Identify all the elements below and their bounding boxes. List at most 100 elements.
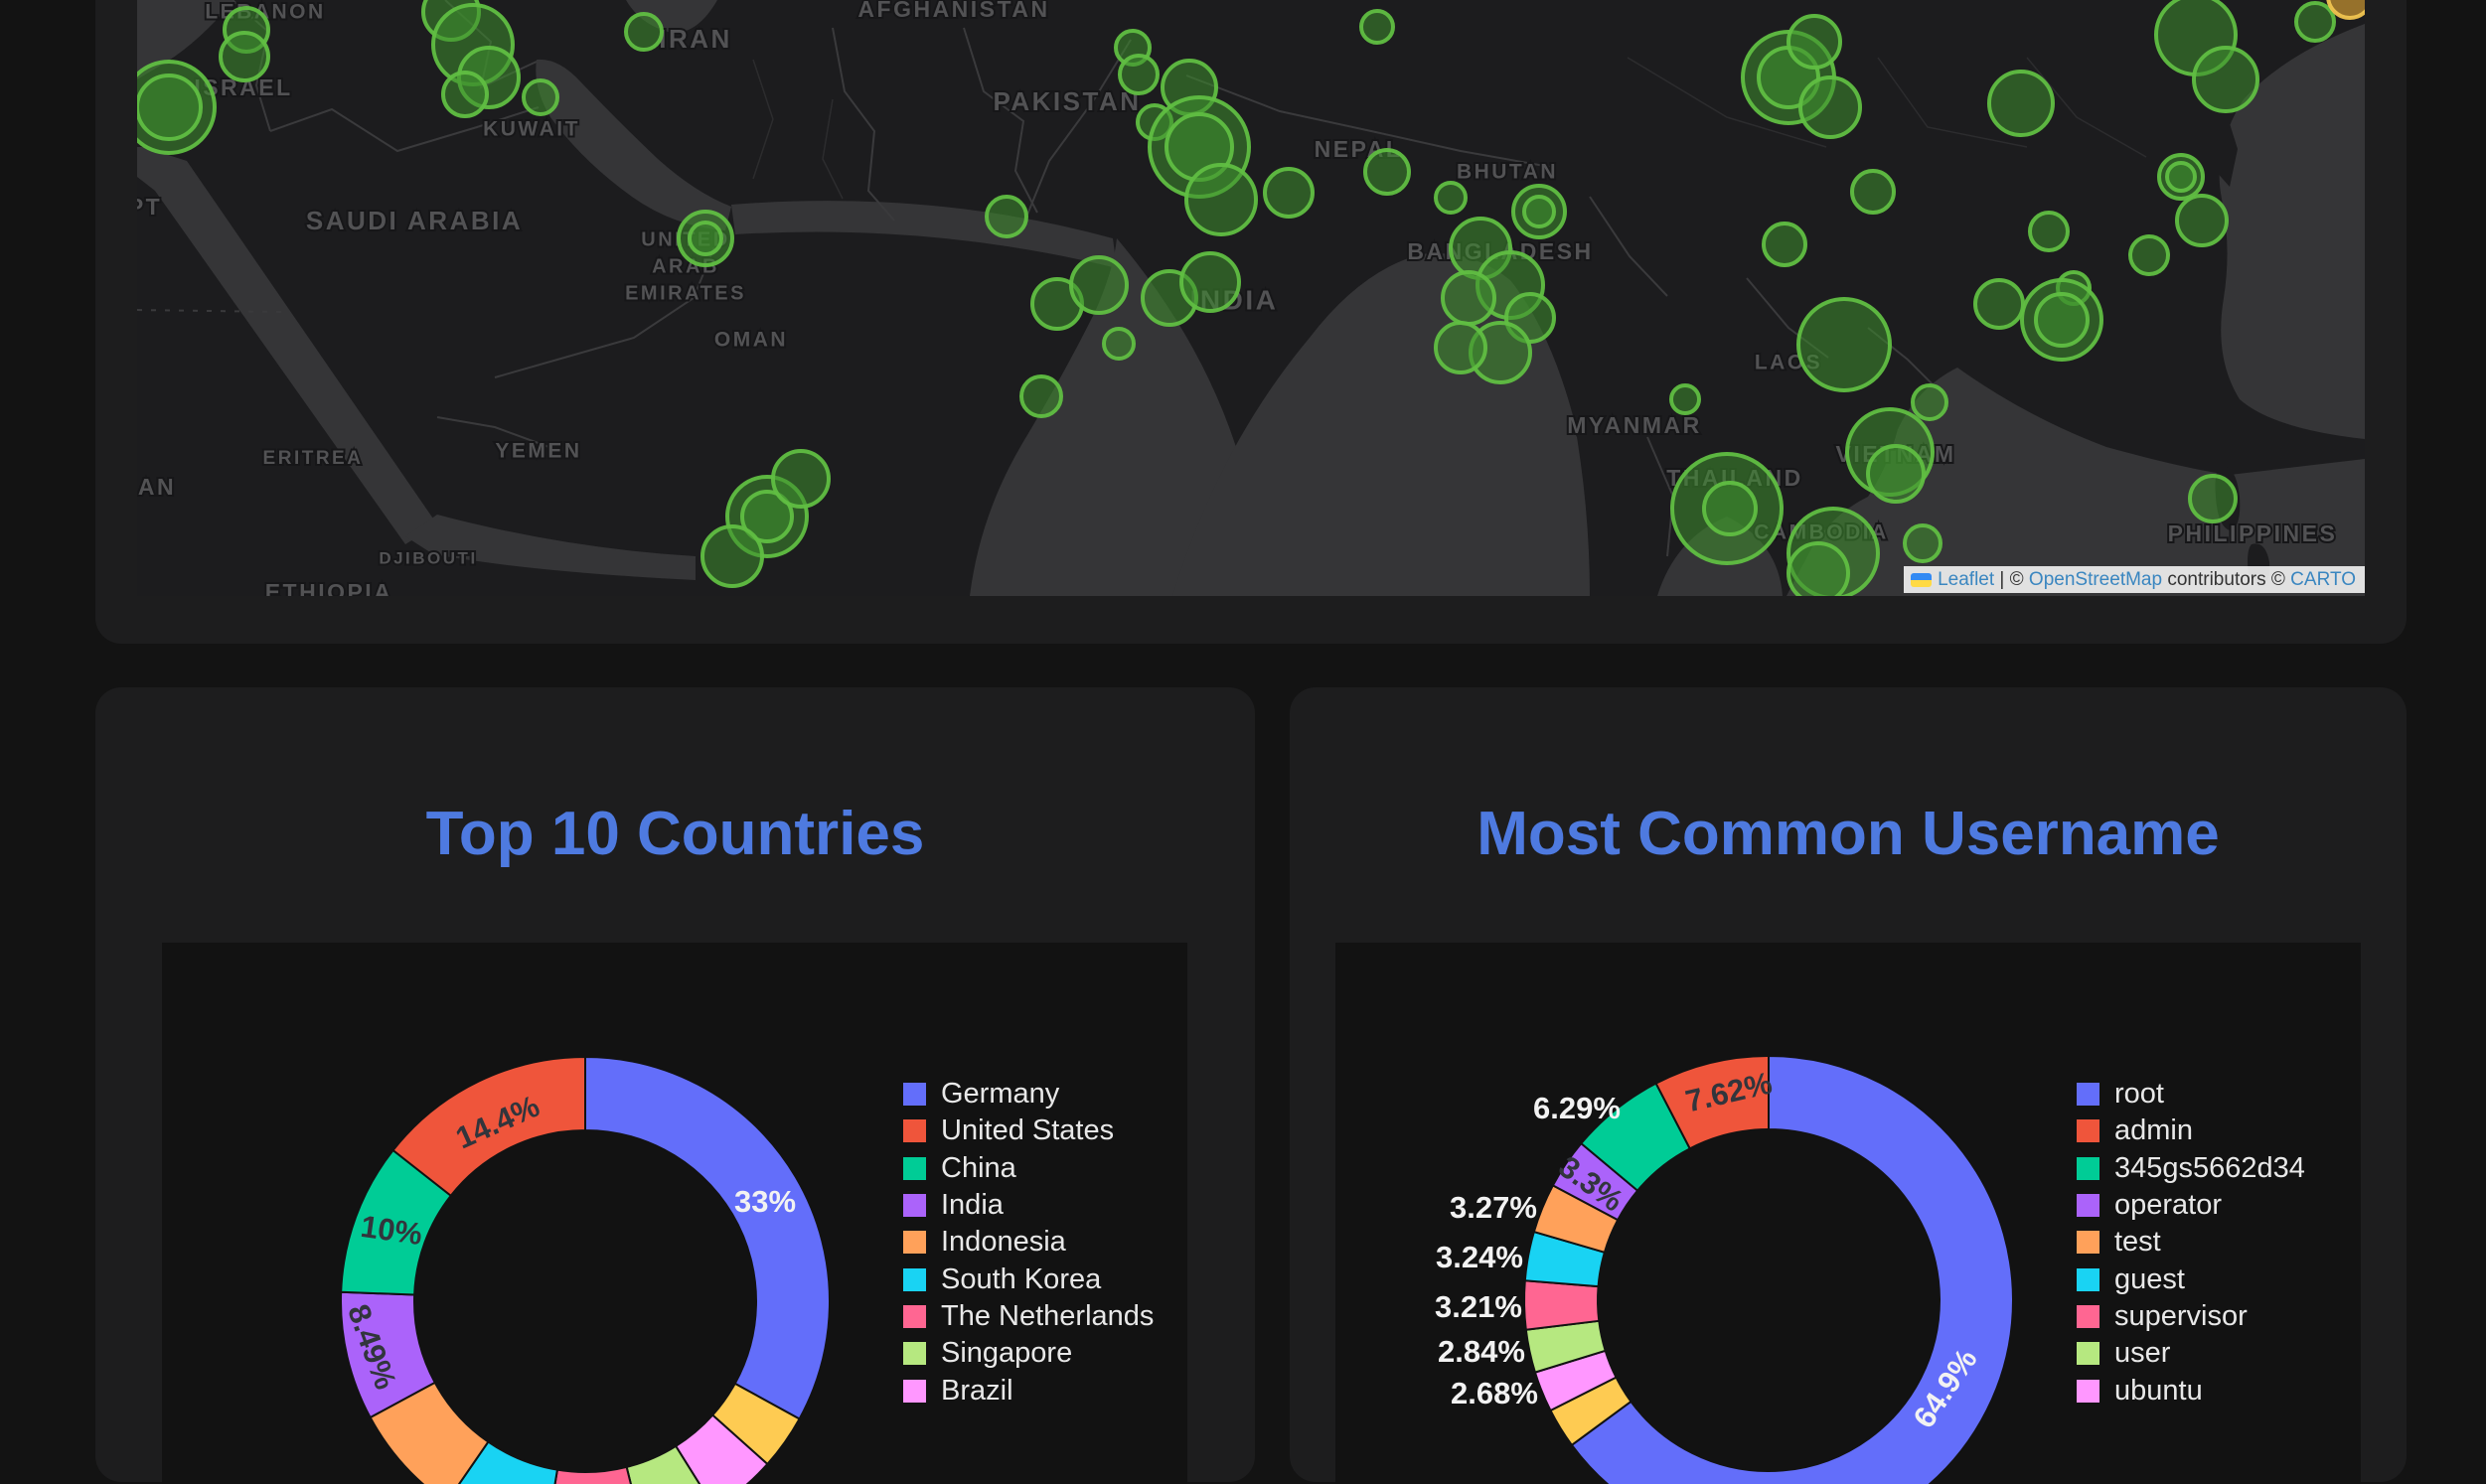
attack-bubble[interactable] xyxy=(688,221,723,256)
attack-bubble[interactable] xyxy=(1702,481,1758,536)
legend-label: admin xyxy=(2114,1114,2193,1147)
attack-bubble[interactable] xyxy=(1359,9,1395,45)
attack-bubble[interactable] xyxy=(1118,54,1160,95)
attack-bubble[interactable] xyxy=(1911,383,1948,421)
attack-bubble[interactable] xyxy=(1363,148,1411,196)
attack-bubble[interactable] xyxy=(1441,270,1496,326)
legend-item-admin[interactable]: admin xyxy=(2077,1113,2305,1149)
attack-bubble[interactable] xyxy=(624,12,664,52)
attack-bubble[interactable] xyxy=(771,449,831,509)
attack-bubble[interactable] xyxy=(740,490,794,543)
attack-bubble[interactable] xyxy=(1762,222,1807,267)
attack-bubble[interactable] xyxy=(1102,327,1136,361)
legend-label: China xyxy=(941,1151,1016,1184)
legend-item-United States[interactable]: United States xyxy=(903,1113,1154,1149)
attack-bubble[interactable] xyxy=(1796,297,1892,392)
attack-bubble[interactable] xyxy=(1184,163,1258,236)
attack-bubble-orange[interactable] xyxy=(2326,0,2365,20)
attack-bubble[interactable] xyxy=(441,71,489,118)
world-attack-map[interactable]: LEBANONISRAELEGYPTSUDANKUWAITSAUDI ARABI… xyxy=(137,0,2365,596)
legend-label: root xyxy=(2114,1078,2164,1111)
attack-bubble[interactable] xyxy=(2192,46,2259,113)
map-country-label: SAUDI ARABIA xyxy=(306,206,523,235)
attribution-contributors: contributors © xyxy=(2167,569,2285,590)
attack-bubble[interactable] xyxy=(2175,194,2229,247)
attack-bubble[interactable] xyxy=(2294,1,2336,43)
attack-bubble[interactable] xyxy=(1019,374,1063,418)
top-countries-card: Top 10 Countries Germany United States Chi… xyxy=(95,687,1255,1484)
admin-border xyxy=(752,59,774,180)
attack-bubble[interactable] xyxy=(2165,161,2197,193)
map-country-label: ERITREA xyxy=(263,448,364,469)
attack-bubble[interactable] xyxy=(137,74,203,141)
legend-label: 345gs5662d34 xyxy=(2114,1151,2305,1184)
country-border xyxy=(832,27,895,222)
attack-bubble[interactable] xyxy=(1850,169,1896,215)
osm-link[interactable]: OpenStreetMap xyxy=(2028,569,2163,590)
map-country-label: AFGHANISTAN xyxy=(857,0,1049,22)
donut-pct-label: 2.84% xyxy=(1438,1334,1525,1369)
legend-item-India[interactable]: India xyxy=(903,1187,1154,1224)
attack-bubble[interactable] xyxy=(700,524,764,588)
legend-item-Germany[interactable]: Germany xyxy=(903,1076,1154,1113)
legend-item-guest[interactable]: guest xyxy=(2077,1261,2305,1297)
legend-label: supervisor xyxy=(2114,1299,2248,1332)
donut-slice-admin[interactable] xyxy=(1654,1054,1770,1150)
attack-bubble[interactable] xyxy=(219,31,270,82)
legend-label: ubuntu xyxy=(2114,1374,2203,1407)
attack-bubble[interactable] xyxy=(1866,444,1926,504)
donut-slice-supervisor[interactable] xyxy=(1523,1279,1601,1331)
legend-chip xyxy=(903,1379,926,1403)
legend-item-ubuntu[interactable]: ubuntu xyxy=(2077,1372,2305,1409)
map-country-label: OMAN xyxy=(714,329,788,352)
attack-bubble[interactable] xyxy=(522,78,559,116)
admin-border xyxy=(822,98,844,200)
leaflet-link[interactable]: Leaflet xyxy=(1938,569,1995,590)
donut-slice-United States[interactable] xyxy=(391,1055,586,1198)
legend-item-Indonesia[interactable]: Indonesia xyxy=(903,1224,1154,1261)
donut-slice-Germany[interactable] xyxy=(584,1055,831,1420)
legend-item-user[interactable]: user xyxy=(2077,1335,2305,1372)
legend-label: Indonesia xyxy=(941,1226,1066,1259)
attack-bubble[interactable] xyxy=(1669,383,1701,415)
admin-border xyxy=(1877,57,2028,148)
attack-bubble[interactable] xyxy=(1798,75,1862,139)
attack-bubble[interactable] xyxy=(1179,251,1241,313)
legend-item-South Korea[interactable]: South Korea xyxy=(903,1261,1154,1297)
attack-bubble[interactable] xyxy=(2128,234,2170,276)
attack-bubble[interactable] xyxy=(1263,167,1315,219)
country-border xyxy=(269,106,540,153)
attack-bubble[interactable] xyxy=(2188,474,2238,523)
map-water xyxy=(137,147,437,544)
legend-chip xyxy=(903,1119,926,1143)
legend-item-Brazil[interactable]: Brazil xyxy=(903,1372,1154,1409)
legend-label: South Korea xyxy=(941,1262,1102,1295)
attack-bubble[interactable] xyxy=(1987,70,2055,137)
ukraine-flag-icon xyxy=(1911,573,1933,587)
legend-chip xyxy=(2077,1379,2099,1403)
attack-bubble[interactable] xyxy=(1434,181,1468,215)
legend-item-The Netherlands[interactable]: The Netherlands xyxy=(903,1298,1154,1335)
attack-bubble[interactable] xyxy=(1973,278,2025,330)
donut-pct-label: 2.68% xyxy=(1451,1376,1538,1410)
map-water xyxy=(970,238,1262,596)
legend-item-test[interactable]: test xyxy=(2077,1224,2305,1261)
attack-bubble[interactable] xyxy=(1069,255,1129,315)
legend-item-345gs5662d34[interactable]: 345gs5662d34 xyxy=(2077,1150,2305,1187)
legend-item-root[interactable]: root xyxy=(2077,1076,2305,1113)
legend-item-China[interactable]: China xyxy=(903,1150,1154,1187)
legend-item-operator[interactable]: operator xyxy=(2077,1187,2305,1224)
attack-bubble[interactable] xyxy=(1434,321,1487,374)
carto-link[interactable]: CARTO xyxy=(2290,569,2356,590)
legend-item-Singapore[interactable]: Singapore xyxy=(903,1335,1154,1372)
attack-bubble[interactable] xyxy=(1787,541,1850,596)
attack-bubble[interactable] xyxy=(1903,523,1942,563)
attack-bubble[interactable] xyxy=(1787,14,1842,70)
attack-bubble[interactable] xyxy=(2028,211,2070,252)
attack-bubble[interactable] xyxy=(985,195,1028,238)
attack-bubble[interactable] xyxy=(2034,292,2090,348)
legend-item-supervisor[interactable]: supervisor xyxy=(2077,1298,2305,1335)
map-water xyxy=(137,0,234,79)
attack-bubble[interactable] xyxy=(1522,195,1556,228)
country-border xyxy=(494,233,720,378)
